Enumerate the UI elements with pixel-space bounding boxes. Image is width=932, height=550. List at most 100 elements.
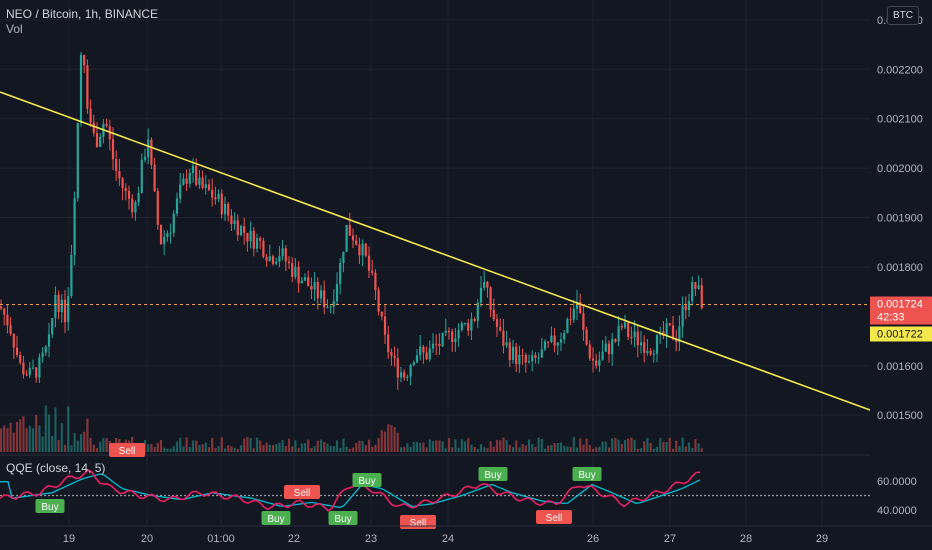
volume-bar [566,446,569,452]
signal-label: Buy [484,470,501,481]
candle-body [243,226,246,233]
candle-body [486,281,489,288]
candle-body [521,354,524,356]
currency-badge[interactable]: BTC [887,6,919,25]
volume-bar [41,436,44,452]
candle-body [124,188,127,191]
volume-bar [518,447,521,452]
candle-body [527,361,531,363]
volume-bar [294,440,297,452]
candle-body [115,159,118,172]
volume-bar [6,428,9,452]
signal-badge [328,511,358,525]
volume-bar [147,444,150,452]
candle-body [380,311,383,317]
candle-body [633,331,636,338]
candle-body [556,342,559,346]
volume-bar [607,447,611,452]
volume-bar [156,442,159,452]
candle-body [79,54,83,123]
volume-bar [415,441,419,452]
volume-bar [390,424,393,452]
volume-bar [179,437,182,452]
volume-bar [409,446,412,452]
candle-body [236,220,239,236]
candle-body [684,305,687,311]
volume-bar [543,448,547,452]
candle-body [543,341,547,350]
volume-bar [668,437,671,452]
candle-body [207,184,211,191]
candle-body [563,333,566,340]
price-axis[interactable]: 0.0023000.0022000.0021000.0020000.001900… [870,0,932,455]
volume-bar [291,446,294,452]
volume-bar [550,445,553,452]
time-tick: 22 [288,533,300,545]
volume-bar [163,447,166,452]
signal-badge [536,510,572,524]
volume-bar [588,445,591,452]
volume-bar [271,445,275,452]
volume-bar [79,434,83,452]
candle-body [166,233,169,237]
volume-bar [0,428,3,452]
candle-body [451,331,454,342]
indicator-legend[interactable]: QQE (close, 14, 5) [6,461,106,475]
candle-body [47,334,51,347]
trendline[interactable] [0,91,871,411]
line-price-label: 0.001722 [877,328,923,340]
volume-label: Vol [6,22,23,36]
volume-bar [502,437,505,452]
candle-body [278,256,281,262]
candle-body [86,65,89,109]
candle-body [492,309,495,320]
volume-bar [524,445,527,452]
volume-bar [38,425,41,452]
volume-bar [249,438,252,452]
volume-bar [284,445,287,452]
candle-body [463,322,467,324]
volume-bar [86,418,89,452]
signal-label: Sell [546,513,563,524]
candle-body [153,164,156,192]
volume-bar [678,445,681,452]
qqe-signal-sell: Sell [536,510,572,524]
volume-bar [428,439,431,452]
candle-body [540,349,543,358]
candle-body [383,316,387,335]
volume-bar [201,444,204,452]
volume-bar [220,437,223,452]
qqe-signals: Buy Sell Buy Buy Sell Buy Sell Buy Sell Buy [35,443,602,529]
candle-body [6,314,9,326]
symbol-title[interactable]: NEO / Bitcoin, 1h, BINANCE [6,7,159,21]
signal-badge [572,467,602,481]
candle-body [51,318,54,335]
volume-bar [540,439,543,452]
candle-body [137,193,140,203]
indicator-axis[interactable]: 60.0000 40.0000 [870,456,932,526]
volume-bar [639,448,643,452]
volume-bar [70,445,73,452]
volume-bar [511,447,515,452]
price-tick: 0.002100 [877,114,923,126]
candle-body [415,355,419,363]
candle-body [387,334,390,353]
volume-bar [604,441,607,452]
volume-bar [611,438,614,452]
volume-bar [239,445,243,452]
volume-bar [441,441,444,452]
volume-bar [422,442,425,452]
volume-bar [451,447,454,452]
volume-bar [278,442,281,452]
candle-body [374,272,377,291]
grid [0,0,870,525]
time-axis[interactable]: 19 20 01:00 22 23 24 26 27 28 29 [0,525,932,545]
candle-body [105,123,108,127]
signal-badge [261,511,291,525]
volume-bar [489,441,492,452]
candle-body [323,290,326,308]
symbol-legend: NEO / Bitcoin, 1h, BINANCE Vol [6,7,158,37]
volume-bar [159,440,163,452]
volume-bar [99,441,102,452]
